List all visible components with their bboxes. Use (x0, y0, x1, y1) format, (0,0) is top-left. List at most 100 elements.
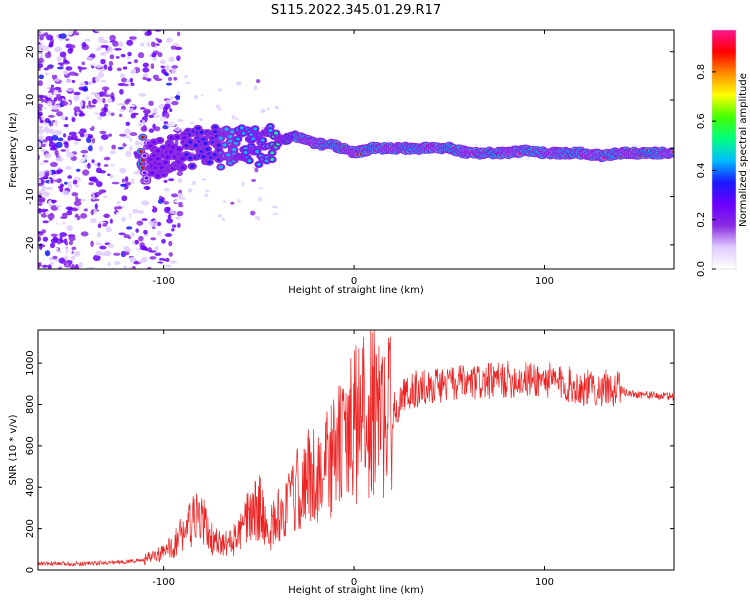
spectrogram-noise-blob (48, 120, 52, 125)
spectrogram-noise-blob (42, 220, 49, 224)
spectrogram-x-ticks: -100 0 100 (152, 30, 554, 287)
spectrogram-noise-blob (170, 173, 178, 179)
spectrogram-noise-blob (71, 116, 76, 123)
spectrogram-noise-blob (164, 64, 171, 71)
snr-y-tick-label: 1000 (25, 350, 36, 375)
spectrogram-noise-blob (63, 133, 67, 138)
spectrogram-noise-blob (239, 196, 243, 201)
spectrogram-ridge-blob (199, 130, 204, 135)
spectrogram-noise-blob (69, 266, 75, 269)
spectrogram-noise-blob (217, 214, 223, 218)
snr-y-tick-label: 800 (25, 395, 36, 414)
spectrogram-noise-blob (107, 46, 113, 53)
spectrogram-ridge-blob (203, 141, 208, 145)
spectrogram-noise-blob (40, 148, 46, 153)
spectrogram-noise-blob (88, 100, 92, 106)
spectrogram-noise-blob (115, 211, 124, 216)
spectrogram-noise-blob (137, 52, 145, 59)
spectrogram-noise-blob (87, 162, 91, 169)
spectrogram-noise-blob (86, 191, 91, 199)
spectrogram-ridge-blob (207, 160, 212, 164)
spectrogram-noise-blob (181, 197, 186, 200)
spectrogram-noise-blob (183, 75, 189, 78)
spectrogram-noise-blob (42, 236, 49, 242)
spectrogram-noise-blob (178, 204, 184, 208)
spectrogram-ridge-blob (163, 160, 168, 165)
snr-y-label: SNR (10 * v/v) (8, 414, 19, 485)
colorbar-tick-label: 0.4 (696, 162, 707, 178)
spectrogram-noise-blob (132, 208, 139, 214)
spectrogram-noise-blob (176, 90, 181, 96)
spectrogram-ridge-blob (176, 147, 181, 151)
spectrogram-noise-blob (141, 256, 148, 263)
spectrogram-noise-blob (196, 177, 201, 181)
spectrogram-noise-blob (73, 30, 77, 34)
spectrogram-noise-blob (61, 81, 67, 89)
spectrogram-noise-blob (122, 66, 128, 70)
spectrogram-noise-blob (38, 153, 44, 157)
spectrogram-y-ticks: -20 -10 0 10 20 (25, 45, 674, 253)
spectrogram-noise-blob (42, 139, 48, 143)
spectrogram-noise-blob (136, 220, 144, 226)
spectrogram-noise-blob (119, 88, 124, 95)
spectrogram-ridge-blob (148, 157, 153, 162)
spectrogram-noise-blob (163, 200, 170, 205)
spectrogram-noise-blob (66, 79, 73, 83)
spectrogram-noise-blob (154, 245, 159, 252)
spectrogram-noise-blob (108, 60, 114, 67)
spectrogram-ridge-blob (218, 165, 223, 169)
spectrogram-noise-blob (83, 154, 88, 159)
spectrogram-noise-blob (65, 66, 73, 71)
spectrogram-noise-blob (70, 255, 76, 261)
spectrogram-ridge-blob (155, 174, 160, 178)
spectrogram-noise-blob (256, 79, 261, 84)
spectrogram-noise-blob (88, 145, 93, 152)
spectrogram-noise-blob (94, 203, 98, 210)
spectrogram-noise-blob (41, 229, 47, 234)
spectrogram-noise-blob (73, 200, 82, 207)
spectrogram-noise-blob (76, 111, 80, 115)
spectrogram-ridge-blob (254, 150, 259, 154)
spectrogram-ridge-blob (251, 137, 256, 141)
snr-x-tick-label: 0 (351, 577, 357, 588)
spectrogram-noise-blob (166, 82, 173, 86)
spectrogram-noise-blob (40, 95, 45, 99)
spectrogram-noise-blob (72, 207, 78, 212)
spectrogram-noise-blob (138, 92, 147, 97)
spectrogram-noise-blob (141, 200, 150, 206)
spectrogram-noise-blob (102, 223, 108, 227)
spectrogram-noise-blob (108, 110, 112, 116)
spectrogram-noise-blob (138, 30, 142, 35)
spectrogram-noise-blob (85, 96, 90, 100)
spectrogram-noise-blob (101, 86, 110, 91)
spectrogram-noise-blob (90, 91, 98, 96)
snr-panel: -100 0 100 0 200 400 600 800 1000 Height of str… (8, 329, 675, 596)
spectrogram-noise-blob (121, 178, 125, 183)
spectrogram-noise-blob (39, 188, 46, 195)
spectrogram-ridge-blob (188, 156, 193, 160)
spectrogram-noise-blob (51, 134, 59, 141)
spectrogram-noise-blob (51, 173, 59, 180)
spectrogram-noise-blob (220, 188, 226, 192)
spectrogram-noise-blob (118, 113, 123, 118)
spectrogram-noise-blob (124, 182, 132, 186)
spectrogram-noise-blob (101, 80, 106, 83)
spectrogram-noise-blob (120, 183, 127, 187)
spectrogram-noise-blob (73, 141, 79, 146)
spectrogram-ridge-blob (270, 157, 275, 162)
spectrogram-noise-blob (54, 247, 59, 251)
spectrogram-noise-blob (63, 123, 69, 128)
spectrogram-ridge-blob (247, 159, 252, 163)
spectrogram-noise-blob (100, 51, 107, 56)
spectrogram-y-tick-label: -10 (25, 188, 36, 204)
spectrogram-noise-blob (54, 129, 62, 136)
spectrogram-y-tick-label: 10 (25, 94, 36, 107)
spectrogram-ridge-blob (155, 149, 160, 153)
spectrogram-noise-blob (103, 94, 112, 98)
spectrogram-noise-blob (98, 221, 103, 224)
spectrogram-noise-blob (65, 165, 72, 170)
colorbar-label: Normalized spectral amplitude (738, 73, 749, 227)
spectrogram-noise-blob (66, 151, 75, 159)
spectrogram-noise-blob (157, 98, 162, 103)
spectrogram-noise-blob (40, 40, 45, 46)
